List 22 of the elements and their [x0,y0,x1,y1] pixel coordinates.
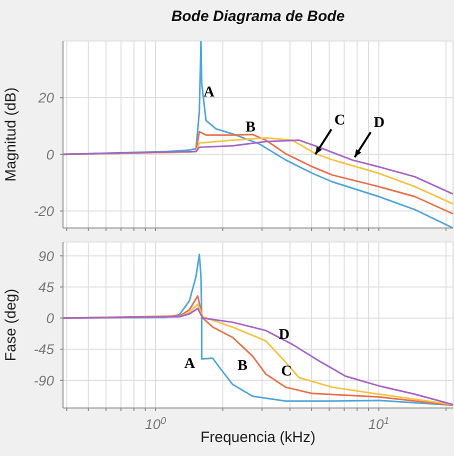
annotation: C [334,112,346,128]
annotation: B [238,358,248,374]
x-tick-label: 10$^{0}$ [145,416,167,432]
annotation: A [184,356,196,372]
y-tick-label: 0 [46,310,54,326]
chart-title: Bode Diagrama de Bode [170,8,346,25]
y-tick-label: -20 [34,203,54,219]
y-tick-label: 0 [46,146,54,162]
y-axis-title: Fase (deg) [2,288,20,362]
y-tick-label: 45 [38,278,54,295]
y-tick-label: -45 [34,341,54,358]
x-axis-title: Frequencia (kHz) [200,429,316,446]
y-axis-title: Magnitud (dB) [2,87,20,182]
x-tick-label: 10$^{1}$ [368,416,390,432]
annotation: C [281,364,292,380]
y-tick-label: -90 [34,372,54,388]
y-tick-label: 90 [38,248,54,264]
annotation: B [246,120,256,136]
annotation: A [204,84,215,100]
annotation: D [374,115,385,132]
annotation: D [278,326,290,343]
y-tick-label: 20 [37,90,54,106]
